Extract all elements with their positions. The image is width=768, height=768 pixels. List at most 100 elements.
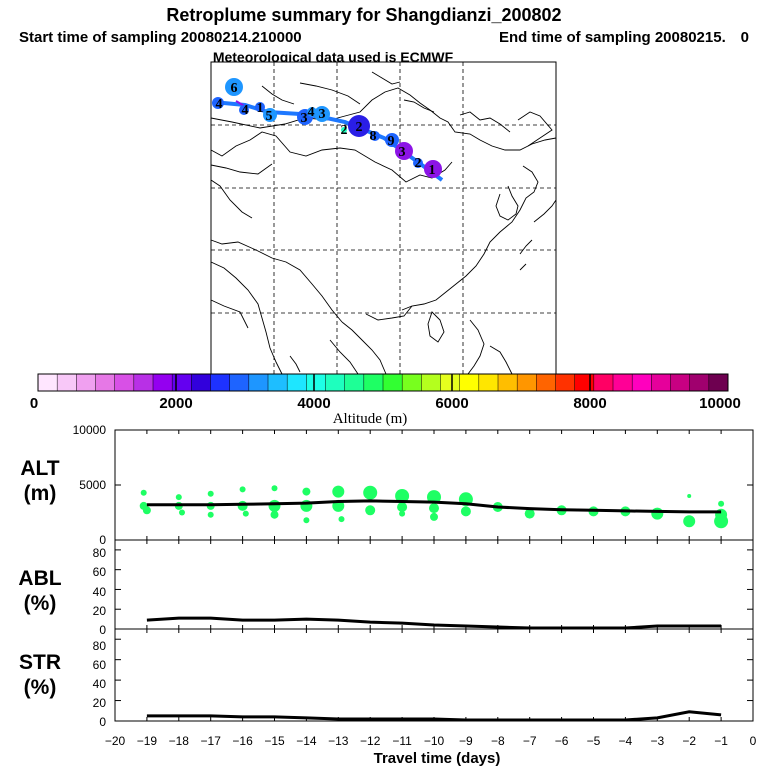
colorbar-cell: [440, 374, 461, 391]
alt-scatter-point: [242, 510, 249, 517]
colorbar-cell: [153, 374, 173, 391]
alt-scatter-point: [363, 485, 378, 500]
colorbar-cell: [574, 374, 595, 391]
plume-marker: [225, 78, 243, 96]
met-data-label: Meteorological data used is ECMWF: [213, 49, 454, 65]
alt-scatter-point: [237, 500, 248, 511]
colorbar-tick-label: 8000: [573, 395, 606, 412]
x-tick-label: −13: [328, 734, 349, 748]
alt-mean-line: [146, 499, 722, 514]
alt-scatter-point: [718, 500, 725, 507]
x-tick-label: −7: [523, 734, 537, 748]
x-tick-label: −20: [105, 734, 126, 748]
alt-scatter-point: [179, 509, 185, 516]
colorbar-tick-label: 4000: [297, 395, 330, 412]
colorbar-cell: [363, 374, 384, 391]
colorbar-cell: [210, 374, 231, 391]
abl-xticks: [114, 540, 754, 629]
colorbar-cell: [95, 374, 116, 391]
alt-xticks: [114, 430, 754, 540]
plume-label: 6: [231, 81, 238, 96]
str-ytick-label: 80: [93, 639, 107, 653]
end-time-value: 0: [741, 29, 749, 46]
alt-panel-unit: (m): [24, 482, 57, 505]
alt-scatter-point: [365, 505, 376, 516]
x-tick-label: −15: [264, 734, 285, 748]
colorbar-cell: [651, 374, 671, 391]
colorbar-cell: [38, 374, 58, 391]
x-tick-label: −8: [491, 734, 505, 748]
abl-panel-frame: [114, 539, 754, 630]
x-tick-label: −4: [619, 734, 633, 748]
plume-label: 2: [356, 120, 363, 135]
str-panel-label: STR: [19, 651, 61, 674]
alt-scatter-point: [207, 511, 214, 518]
colorbar-cell: [268, 374, 288, 391]
x-tick-label: −14: [296, 734, 317, 748]
colorbar-cell: [708, 374, 729, 391]
plume-marker: [341, 127, 347, 133]
str-ytick-label: 0: [99, 715, 106, 729]
plume-label: 4: [242, 103, 249, 118]
colorbar-cell: [172, 374, 192, 391]
alt-scatter-point: [268, 499, 281, 512]
alt-panel: ALT (m) 10000 5000 0: [20, 423, 754, 547]
colorbar-tick-label: 10000: [699, 395, 741, 412]
x-tick-label: −16: [232, 734, 253, 748]
str-panel: STR (%) 80 60 40 20 0: [19, 628, 754, 729]
x-tick-labels: −20 −19 −18 −17 −16 −15 −14 −13 −12 −11 −10 −9 −8 −7−…: [105, 734, 757, 748]
abl-ytick-label: 40: [93, 585, 107, 599]
colorbar-major-ticks: [175, 374, 591, 391]
plume-label: 2: [341, 123, 348, 138]
str-xticks: [114, 629, 754, 721]
plume-label: 4: [216, 97, 223, 112]
alt-scatter-point: [460, 506, 471, 517]
abl-panel: ABL (%) 80 60 40 20 0: [18, 539, 754, 637]
colorbar-cell: [306, 374, 326, 391]
x-tick-label: −11: [392, 734, 412, 748]
plume-marker: [370, 131, 380, 141]
alt-scatter-point: [687, 494, 692, 498]
plume-marker: [212, 97, 224, 109]
abl-ytick-label: 0: [99, 623, 106, 637]
alt-scatter-point: [651, 507, 664, 520]
start-time-label: Start time of sampling 20080214.210000: [19, 29, 302, 46]
x-tick-label: −3: [650, 734, 664, 748]
plume-marker: [255, 102, 265, 112]
colorbar-cell: [536, 374, 556, 391]
str-ytick-label: 60: [93, 658, 107, 672]
str-line: [146, 710, 722, 722]
x-tick-label: −2: [682, 734, 696, 748]
alt-scatter-points: [139, 485, 729, 529]
colorbar-cell: [459, 374, 480, 391]
x-tick-label: −5: [587, 734, 601, 748]
colorbar-cell: [133, 374, 154, 391]
alt-scatter-point: [399, 510, 406, 517]
alt-panel-label: ALT: [20, 457, 59, 480]
colorbar-cell: [689, 374, 710, 391]
plume-label: 2: [415, 156, 422, 171]
str-panel-unit: (%): [24, 676, 57, 699]
colorbar-cell: [402, 374, 422, 391]
plume-marker: [348, 115, 370, 137]
abl-panel-unit: (%): [24, 592, 57, 615]
colorbar-cell: [613, 374, 633, 391]
plume-label: 3: [301, 111, 308, 126]
abl-ytick-label: 80: [93, 546, 107, 560]
abl-ytick-label: 20: [93, 604, 107, 618]
x-tick-label: −10: [424, 734, 445, 748]
plume-marker: [239, 105, 249, 115]
alt-scatter-point: [175, 494, 182, 501]
colorbar-cell: [325, 374, 346, 391]
x-axis-label: Travel time (days): [374, 750, 501, 767]
alt-scatter-point: [207, 490, 214, 497]
colorbar-cell: [670, 374, 691, 391]
alt-scatter-point: [338, 516, 345, 523]
alt-ytick-label: 5000: [79, 478, 106, 492]
colorbar-cell: [287, 374, 307, 391]
plume-label: 8: [370, 129, 377, 144]
alt-scatter-point: [303, 517, 310, 524]
abl-panel-label: ABL: [18, 567, 61, 590]
plume-marker: [413, 158, 423, 168]
